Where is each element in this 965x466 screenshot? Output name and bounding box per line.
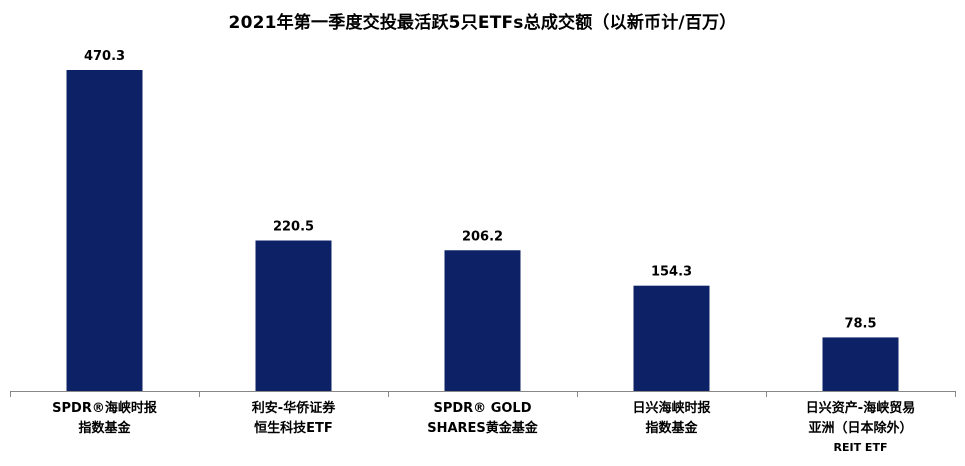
bar bbox=[444, 250, 521, 391]
data-label: 154.3 bbox=[651, 265, 692, 280]
chart-title: 2021年第一季度交投最活跃5只ETFs总成交额（以新币计/百万） bbox=[228, 13, 737, 33]
category-label: 日兴资产-海峡贸易 亚洲（日本除外） REIT ETF bbox=[766, 399, 955, 456]
category-label-line: 亚洲（日本除外） bbox=[808, 421, 913, 436]
category-label-line: 日兴海峡时报 bbox=[632, 401, 711, 416]
category-label-line: REIT ETF bbox=[833, 441, 888, 454]
category-label-line: 恒生科技ETF bbox=[254, 421, 333, 436]
category-label: SPDR® GOLD SHARES黄金基金 bbox=[388, 399, 577, 439]
category-label-line: SPDR®海峡时报 bbox=[52, 401, 157, 416]
category-label-line: SPDR® GOLD bbox=[433, 401, 532, 416]
category-label-line: 利安-华侨证券 bbox=[251, 401, 336, 416]
data-label: 206.2 bbox=[462, 229, 503, 244]
category-label: SPDR®海峡时报 指数基金 bbox=[10, 399, 199, 439]
data-label: 470.3 bbox=[84, 49, 125, 64]
bar bbox=[255, 240, 332, 391]
category-label: 利安-华侨证券 恒生科技ETF bbox=[199, 399, 388, 439]
category-label-line: 指数基金 bbox=[645, 421, 698, 436]
category-label-line: SHARES黄金基金 bbox=[427, 421, 538, 436]
category-label: 日兴海峡时报 指数基金 bbox=[577, 399, 766, 439]
bar bbox=[633, 285, 710, 391]
category-label-line: 指数基金 bbox=[78, 421, 131, 436]
data-label: 220.5 bbox=[273, 219, 314, 234]
category-label-line: 日兴资产-海峡贸易 bbox=[805, 401, 916, 416]
bar bbox=[822, 337, 899, 391]
data-label: 78.5 bbox=[844, 316, 876, 331]
bar bbox=[66, 70, 143, 391]
